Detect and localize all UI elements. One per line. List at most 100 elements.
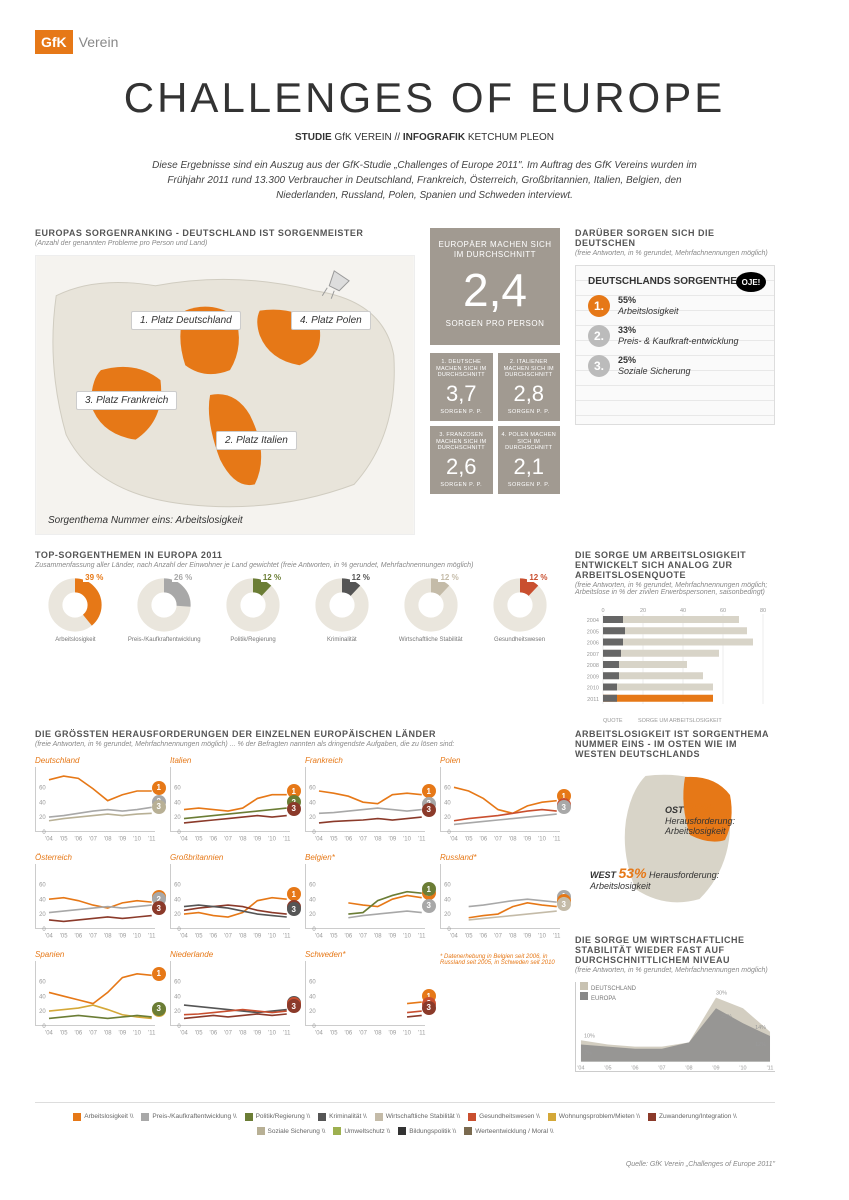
legend-item: Kriminalität \\ — [318, 1111, 367, 1123]
svg-text:60: 60 — [309, 979, 316, 985]
svg-text:'06: '06 — [74, 837, 82, 843]
svg-text:40: 40 — [174, 800, 181, 806]
svg-text:'05: '05 — [195, 837, 203, 843]
svg-text:30%: 30% — [716, 991, 727, 997]
svg-text:2007: 2007 — [587, 652, 599, 658]
svg-text:'08: '08 — [374, 1031, 382, 1037]
svg-text:0: 0 — [177, 830, 181, 836]
donut-item: 12 %Gesundheitswesen — [479, 577, 560, 643]
country-chart: Österreich0204060'04'05'06'07'08'09'10'1… — [35, 853, 155, 938]
svg-text:'09: '09 — [254, 837, 262, 843]
svg-text:60: 60 — [444, 882, 451, 888]
legend-item: Preis-/Kaufkraftentwicklung \\ — [141, 1111, 236, 1123]
donut-item: 12 %Wirtschaftliche Stabilität — [390, 577, 471, 643]
svg-text:'09: '09 — [524, 837, 532, 843]
svg-text:2010: 2010 — [587, 686, 599, 692]
svg-text:'10: '10 — [403, 837, 411, 843]
donut-item: 12 %Kriminalität — [301, 577, 382, 643]
svg-text:'11: '11 — [148, 837, 156, 843]
svg-text:'06: '06 — [344, 934, 352, 940]
svg-text:'06: '06 — [209, 837, 217, 843]
svg-text:'06: '06 — [209, 1031, 217, 1037]
svg-text:60: 60 — [309, 785, 316, 791]
svg-text:0: 0 — [312, 1024, 316, 1030]
svg-text:20: 20 — [309, 815, 316, 821]
svg-text:20: 20 — [39, 1009, 46, 1015]
country-chart: Belgien*0204060'04'05'06'07'08'09'10'112… — [305, 853, 425, 938]
svg-text:'08: '08 — [685, 1066, 692, 1072]
stat-cell: 3. FRANZOSEN MACHEN SICH IM DURCHSCHNITT… — [430, 426, 493, 494]
svg-text:60: 60 — [174, 882, 181, 888]
countries-title: DIE GRÖSSTEN HERAUSFORDERUNGEN DER EINZE… — [35, 729, 560, 739]
svg-text:20: 20 — [640, 608, 646, 614]
svg-text:40: 40 — [174, 994, 181, 1000]
svg-text:'08: '08 — [239, 934, 247, 940]
svg-text:2004: 2004 — [587, 618, 599, 624]
svg-text:'07: '07 — [89, 1031, 97, 1037]
countries-footnote: * Datenerhebung in Belgien seit 2006, in… — [440, 954, 560, 1035]
svg-text:10%: 10% — [584, 1033, 595, 1039]
svg-text:0: 0 — [447, 927, 451, 933]
svg-text:'07: '07 — [658, 1066, 665, 1072]
svg-text:'08: '08 — [509, 934, 517, 940]
country-chart: Spanien0204060'04'05'06'07'08'09'10'1112… — [35, 950, 155, 1035]
svg-text:0: 0 — [42, 927, 46, 933]
legend-item: Arbeitslosigkeit \\ — [73, 1111, 133, 1123]
svg-text:20: 20 — [444, 912, 451, 918]
svg-text:60: 60 — [309, 882, 316, 888]
svg-text:0: 0 — [42, 1024, 46, 1030]
svg-text:2006: 2006 — [587, 641, 599, 647]
svg-text:'09: '09 — [389, 934, 397, 940]
svg-text:'09: '09 — [389, 1031, 397, 1037]
svg-text:40: 40 — [680, 608, 686, 614]
germany-title: ARBEITSLOSIGKEIT IST SORGENTHEMA NUMMER … — [575, 729, 775, 759]
svg-text:'07: '07 — [359, 1031, 367, 1037]
country-chart: Russland*0204060'04'05'06'07'08'09'10'11… — [440, 853, 560, 938]
svg-text:'09: '09 — [254, 934, 262, 940]
country-chart: Schweden*0204060'04'05'06'07'08'09'10'11… — [305, 950, 425, 1035]
svg-text:'10: '10 — [133, 1031, 141, 1037]
svg-text:'04: '04 — [315, 837, 323, 843]
svg-text:'04: '04 — [180, 934, 188, 940]
svg-text:'07: '07 — [494, 934, 502, 940]
svg-text:'05: '05 — [604, 1066, 611, 1072]
svg-text:'08: '08 — [374, 934, 382, 940]
svg-text:20: 20 — [174, 912, 181, 918]
svg-text:40: 40 — [174, 897, 181, 903]
legend-item: Wohnungsproblem/Mieten \\ — [548, 1111, 640, 1123]
svg-text:7%: 7% — [584, 1051, 592, 1057]
svg-text:'11: '11 — [418, 837, 426, 843]
avg-stat-block: EUROPÄER MACHEN SICH IM DURCHSCHNITT 2,4… — [430, 228, 560, 535]
svg-text:0: 0 — [312, 830, 316, 836]
svg-text:'05: '05 — [465, 837, 473, 843]
svg-text:20: 20 — [309, 912, 316, 918]
map-handwrite: Sorgenthema Nummer eins: Arbeitslosigkei… — [48, 515, 243, 526]
legend-item: Soziale Sicherung \\ — [257, 1126, 326, 1138]
svg-text:'05: '05 — [60, 934, 68, 940]
svg-text:'08: '08 — [239, 1031, 247, 1037]
country-chart: Großbritannien0204060'04'05'06'07'08'09'… — [170, 853, 290, 938]
stat-cell: 4. POLEN MACHEN SICH IM DURCHSCHNITT2,1S… — [498, 426, 561, 494]
svg-text:'11: '11 — [553, 934, 561, 940]
svg-text:'06: '06 — [209, 934, 217, 940]
svg-text:'07: '07 — [359, 837, 367, 843]
svg-text:0: 0 — [177, 927, 181, 933]
svg-text:'07: '07 — [224, 837, 232, 843]
logo-text: Verein — [79, 34, 119, 50]
svg-text:'06: '06 — [344, 837, 352, 843]
svg-text:'05: '05 — [195, 934, 203, 940]
concerns-section: DARÜBER SORGEN SICH DIE DEUTSCHEN (freie… — [575, 228, 775, 535]
svg-text:20: 20 — [444, 815, 451, 821]
svg-text:'05: '05 — [60, 837, 68, 843]
svg-text:'08: '08 — [104, 1031, 112, 1037]
svg-text:'04: '04 — [315, 1031, 323, 1037]
svg-text:'09: '09 — [524, 934, 532, 940]
svg-text:QUOTE: QUOTE — [603, 718, 623, 724]
svg-text:'10: '10 — [268, 1031, 276, 1037]
svg-text:'08: '08 — [509, 837, 517, 843]
donuts-section: TOP-SORGENTHEMEN IN EUROPA 2011 Zusammen… — [35, 550, 560, 714]
svg-text:'11: '11 — [148, 1031, 156, 1037]
svg-text:60: 60 — [39, 882, 46, 888]
svg-text:'10: '10 — [403, 1031, 411, 1037]
map-label: 3. Platz Frankreich — [76, 391, 177, 410]
